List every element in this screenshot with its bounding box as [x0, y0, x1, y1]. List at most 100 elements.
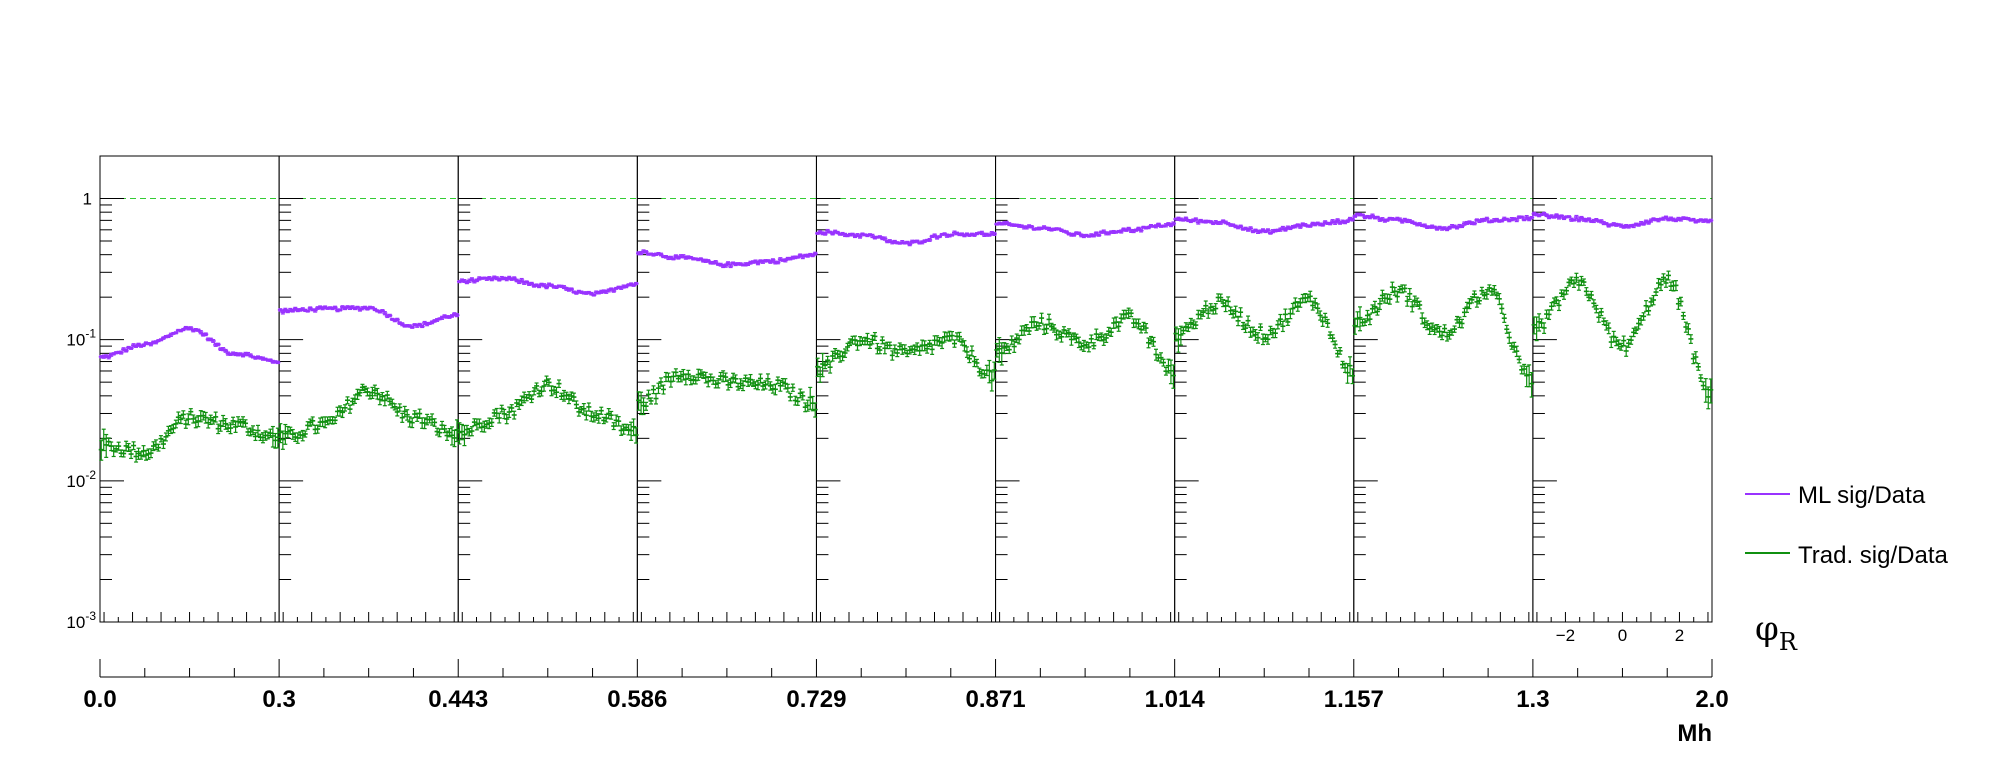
data-point-ml — [354, 305, 360, 309]
data-point-ml — [937, 235, 943, 239]
data-point-ml — [1170, 221, 1176, 226]
data-point-ml — [1238, 224, 1244, 229]
data-point-trad — [526, 391, 532, 399]
data-point-trad — [1026, 327, 1032, 336]
data-point-trad — [394, 407, 400, 417]
data-point-trad — [180, 410, 186, 419]
series-trad-panel-1 — [98, 408, 281, 463]
data-point-trad — [1091, 342, 1097, 350]
data-point-trad — [111, 445, 117, 458]
data-point-trad — [685, 369, 691, 380]
data-point-ml — [1265, 228, 1271, 233]
series-ml-panel-7 — [1173, 216, 1356, 235]
data-point-trad — [200, 410, 206, 421]
data-point-trad — [1151, 336, 1157, 347]
data-point-trad — [889, 350, 895, 361]
data-point-trad — [616, 416, 622, 427]
panel-ticks-9 — [1532, 155, 1709, 623]
data-point-trad — [969, 345, 975, 357]
data-point-trad — [150, 441, 156, 452]
data-point-trad — [432, 418, 438, 427]
data-point-trad — [1143, 323, 1149, 334]
data-point-trad — [959, 338, 965, 346]
data-point-trad — [544, 375, 550, 386]
data-point-ml — [670, 257, 676, 261]
data-point-trad — [790, 383, 796, 392]
data-point-trad — [653, 392, 659, 405]
data-point-ml — [1282, 227, 1288, 232]
data-point-trad — [529, 395, 535, 404]
panel-ticks-4 — [637, 155, 813, 623]
data-point-trad — [136, 447, 142, 460]
data-point-trad — [173, 419, 179, 429]
data-point-trad — [228, 422, 234, 435]
data-point-trad — [101, 428, 107, 452]
data-point-trad — [772, 383, 778, 396]
panel-data-6 — [994, 220, 1176, 389]
data-point-ml — [382, 311, 388, 316]
data-point-trad — [646, 389, 652, 400]
data-point-trad — [994, 342, 1000, 358]
data-point-trad — [740, 380, 746, 392]
data-point-trad — [725, 379, 731, 391]
data-point-ml — [1029, 225, 1035, 229]
data-point-trad — [220, 414, 226, 428]
data-point-trad — [805, 399, 811, 412]
data-point-trad — [255, 424, 261, 437]
data-point-trad — [332, 416, 338, 425]
data-point-trad — [272, 432, 278, 449]
data-point-trad — [598, 406, 604, 415]
data-point-trad — [1086, 342, 1092, 353]
data-point-ml — [1248, 226, 1254, 231]
data-point-trad — [1108, 327, 1114, 337]
data-point-ml — [454, 313, 460, 318]
panel-ticks-5 — [816, 155, 993, 623]
data-point-trad — [568, 391, 574, 401]
data-point-trad — [1123, 309, 1129, 319]
panel-ticks-6 — [995, 155, 1172, 623]
data-point-trad — [782, 378, 788, 390]
data-point-ml — [907, 242, 913, 247]
data-point-trad — [270, 425, 276, 448]
data-point-trad — [454, 419, 460, 443]
data-point-trad — [730, 372, 736, 383]
data-point-trad — [1106, 326, 1112, 336]
data-point-trad — [534, 382, 540, 390]
data-point-trad — [902, 344, 908, 354]
data-point-trad — [240, 416, 246, 428]
data-point-ml — [949, 233, 955, 237]
data-point-trad — [989, 371, 995, 392]
data-point-trad — [126, 442, 132, 453]
data-point-trad — [1036, 322, 1042, 330]
data-point-trad — [499, 404, 505, 413]
data-point-trad — [927, 339, 933, 348]
data-point-trad — [683, 373, 689, 386]
data-point-trad — [591, 412, 597, 423]
data-point-trad — [894, 348, 900, 358]
data-point-trad — [459, 423, 465, 441]
panel-frame-5 — [815, 155, 997, 623]
data-point-trad — [991, 361, 997, 380]
data-point-trad — [1051, 324, 1057, 333]
data-point-trad — [188, 408, 194, 416]
data-point-trad — [1046, 313, 1052, 326]
data-point-trad — [971, 356, 977, 368]
data-point-trad — [287, 426, 293, 435]
data-point-trad — [996, 337, 1002, 363]
panel-frame-1 — [99, 155, 280, 623]
data-point-trad — [1058, 331, 1064, 343]
data-point-trad — [981, 369, 987, 379]
data-point-trad — [628, 421, 634, 441]
data-point-ml — [1093, 231, 1099, 235]
panel-frame-7 — [1174, 155, 1355, 623]
data-point-trad — [787, 392, 793, 402]
panel-data-4 — [636, 249, 818, 418]
data-point-trad — [608, 410, 614, 420]
data-point-trad — [1066, 328, 1072, 338]
data-point-trad — [347, 404, 353, 414]
data-point-trad — [810, 395, 816, 412]
panel-frame-8 — [1353, 155, 1534, 623]
data-point-trad — [531, 387, 537, 396]
data-point-trad — [399, 412, 405, 423]
data-point-ml — [1138, 228, 1144, 233]
